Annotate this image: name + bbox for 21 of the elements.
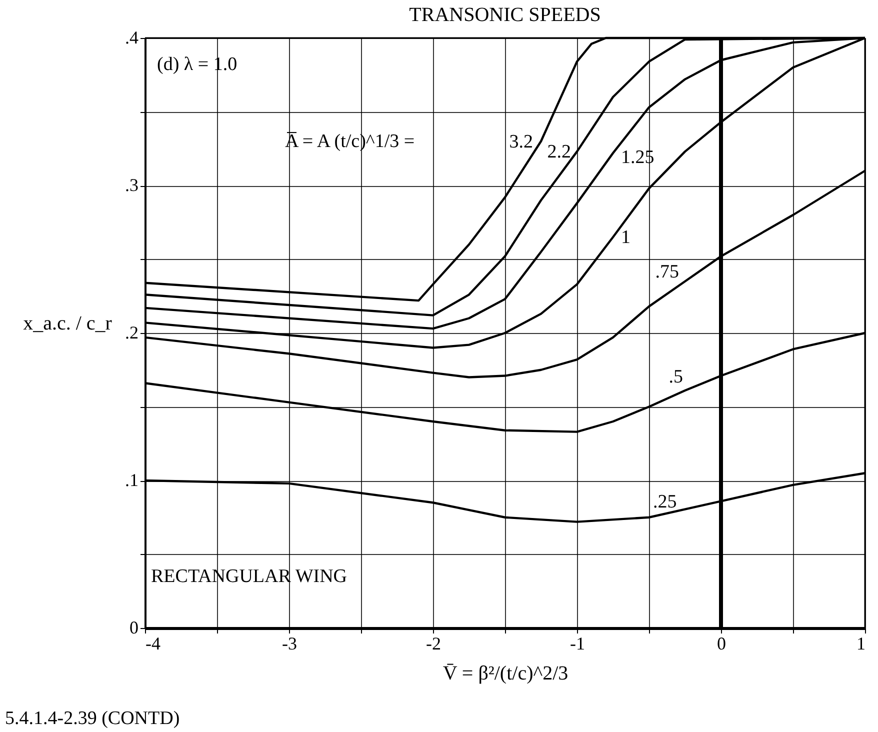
x-tick-label: -1 (570, 634, 585, 654)
series-label: 2.2 (547, 142, 571, 163)
series-label: .75 (655, 261, 679, 282)
x-tick-label: 1 (856, 634, 866, 654)
x-tick-label: -4 (146, 634, 160, 654)
y-tick-label: .3 (125, 175, 138, 195)
y-tick-label: .2 (125, 322, 138, 342)
x-tick-label: -3 (282, 634, 297, 654)
x-axis-title: V̄ = β²/(t/c)^2/3 (442, 662, 568, 684)
series-label: .5 (668, 366, 683, 388)
text: 5.4.1.4-2.39 (CONTD) (5, 708, 180, 729)
y-tick-label: .4 (125, 28, 138, 48)
series-label: 1 (621, 227, 630, 248)
series-label: .25 (653, 491, 677, 512)
series-label: 3.2 (509, 131, 533, 152)
chart-title: TRANSONIC SPEEDS (409, 4, 601, 26)
x-tick-label: -2 (426, 634, 441, 654)
y-axis-title: x_a.c. / c_r (23, 312, 112, 334)
y-tick-label: .1 (125, 470, 138, 490)
x-tick-label: 0 (717, 634, 726, 654)
y-tick-label: 0 (130, 618, 138, 638)
